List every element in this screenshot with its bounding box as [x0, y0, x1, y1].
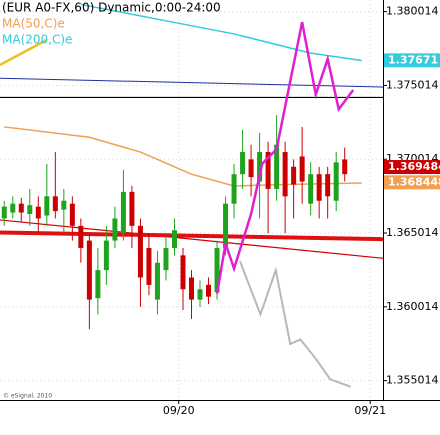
- plot-area: [0, 0, 383, 400]
- candle-body: [61, 200, 67, 210]
- y-tick-label: 1.360014: [386, 300, 439, 313]
- y-tick-label: 1.380014: [386, 5, 439, 18]
- candle-body: [257, 152, 263, 182]
- candle-body: [137, 225, 143, 278]
- candle-body: [282, 152, 288, 197]
- legend-entry: MA(200,C)e: [2, 33, 72, 47]
- candle-body: [231, 174, 237, 204]
- candle-body: [154, 262, 160, 300]
- overlay-line: [0, 230, 384, 242]
- price-marker: [384, 53, 440, 68]
- candle-body: [189, 277, 194, 300]
- price-marker-label: 1.37671: [388, 53, 438, 66]
- watermark: © eSignal, 2010: [3, 393, 52, 400]
- candle-body: [52, 196, 58, 212]
- candle-body: [248, 159, 254, 178]
- candle-body: [35, 206, 41, 219]
- candle-body: [18, 203, 24, 213]
- candle-body: [27, 205, 33, 215]
- price-marker: [384, 175, 440, 190]
- candle-body: [120, 191, 126, 234]
- x-tick-label: 09/20: [163, 404, 195, 417]
- price-marker-label: 1.369484: [388, 160, 440, 173]
- candle-body: [265, 152, 271, 189]
- candle-body: [274, 144, 280, 189]
- chart-title: (EUR A0-FX,60) Dynamic,0:00-24:00: [2, 1, 221, 15]
- candle-body: [342, 159, 348, 175]
- candle-body: [69, 203, 75, 226]
- candle-body: [112, 218, 118, 241]
- candle-body: [291, 166, 297, 185]
- x-tick-label: 09/21: [354, 404, 386, 417]
- price-marker-label: 1.368448: [388, 175, 440, 188]
- candle-body: [44, 196, 50, 216]
- candle-body: [206, 284, 212, 297]
- overlay-line: [215, 21, 355, 294]
- candle-body: [325, 174, 331, 197]
- candle-body: [10, 203, 16, 213]
- candle-body: [171, 230, 177, 248]
- candle-body: [240, 152, 246, 175]
- candle-body: [316, 174, 322, 201]
- candle-body: [299, 156, 305, 182]
- candle-body: [163, 247, 169, 271]
- candle-body: [129, 191, 135, 226]
- y-tick-label: 1.375014: [386, 78, 439, 91]
- y-tick-label: 1.355014: [386, 374, 439, 387]
- price-marker: [384, 160, 440, 175]
- overlay-line: [239, 260, 351, 388]
- candle-body: [180, 255, 186, 290]
- candle-body: [86, 240, 92, 300]
- candle-body: [1, 206, 7, 219]
- candle-body: [223, 203, 229, 248]
- candle-body: [103, 240, 109, 271]
- candle-body: [333, 162, 339, 201]
- candle-body: [197, 289, 203, 300]
- candle-body: [308, 174, 314, 204]
- candle-body: [95, 270, 101, 299]
- y-tick-label: 1.365014: [386, 226, 439, 239]
- candle-body: [78, 225, 84, 248]
- legend-entry: MA(50,C)e: [2, 17, 65, 31]
- candle-body: [214, 247, 220, 293]
- candle-body: [146, 247, 152, 285]
